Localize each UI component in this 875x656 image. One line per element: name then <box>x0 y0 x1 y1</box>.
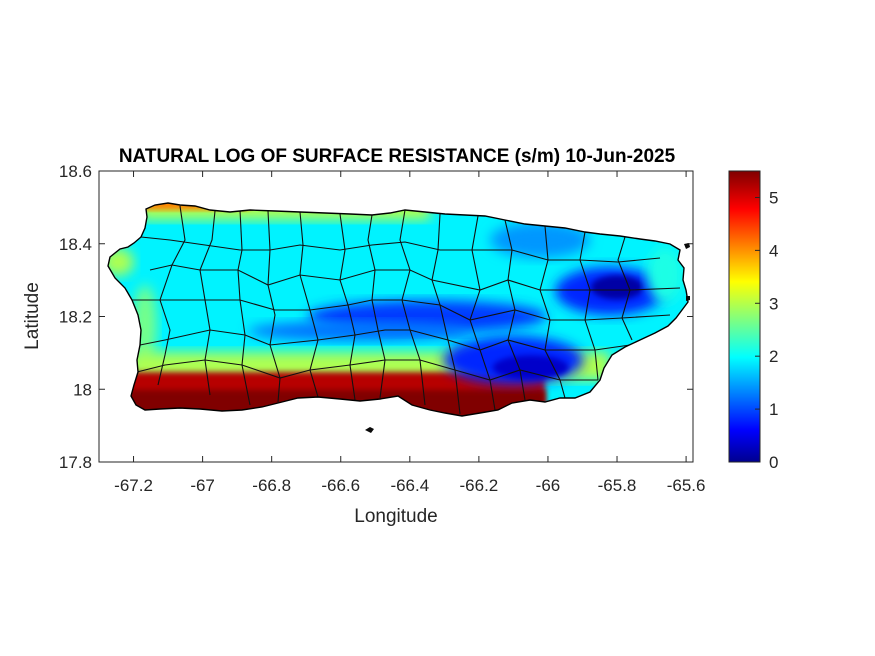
y-tick-label: 18.2 <box>59 308 92 327</box>
municipality-boundary <box>139 329 631 351</box>
chart-title: NATURAL LOG OF SURFACE RESISTANCE (s/m) … <box>119 146 676 167</box>
x-tick-label: -66.8 <box>252 476 291 495</box>
municipality-boundary <box>579 231 599 381</box>
y-tick-label: 17.8 <box>59 453 92 472</box>
x-axis: -67.2 -67 -66.8 -66.6 -66.4 -66.2 -66 -65.8 -65.… <box>114 171 705 495</box>
colorbar-ticks: 0 1 2 3 4 5 <box>755 188 778 472</box>
x-tick-label: -66 <box>536 476 561 495</box>
x-tick-label: -66.6 <box>321 476 360 495</box>
x-tick-label: -65.8 <box>598 476 637 495</box>
y-axis-label: Latitude <box>22 282 43 350</box>
x-tick-label: -65.6 <box>667 476 706 495</box>
vieques-islets <box>365 243 690 433</box>
colorbar-tick-label: 2 <box>769 347 778 366</box>
colorbar: 0 1 2 3 4 5 <box>728 170 778 472</box>
x-tick-label: -66.4 <box>390 476 429 495</box>
x-tick-label: -67 <box>190 476 215 495</box>
municipality-boundary <box>140 236 661 263</box>
field-central-low-west <box>248 321 469 342</box>
colorbar-tick-label: 5 <box>769 188 778 207</box>
east-islet-2 <box>686 296 690 301</box>
colorbar-tick-label: 3 <box>769 294 778 313</box>
colorbar-tick-label: 0 <box>769 453 778 472</box>
field-ne-low-core <box>591 275 644 300</box>
colorbar-gradient <box>728 170 761 463</box>
plot-area <box>98 170 694 463</box>
y-tick-label: 18 <box>73 380 92 399</box>
field-east-low-core <box>492 355 569 380</box>
y-axis: 17.8 18 18.2 18.4 18.6 <box>59 162 693 472</box>
x-tick-label: -67.2 <box>114 476 153 495</box>
municipality-boundary <box>136 359 598 381</box>
east-islet <box>684 243 690 249</box>
municipality-boundaries <box>132 205 681 415</box>
y-tick-label: 18.4 <box>59 235 92 254</box>
desecheo-islet <box>365 427 374 433</box>
municipality-boundary <box>149 264 681 291</box>
municipality-boundary <box>132 299 671 321</box>
colorbar-tick-label: 1 <box>769 400 778 419</box>
x-axis-label: Longitude <box>354 506 437 527</box>
colorbar-tick-label: 4 <box>769 241 778 260</box>
y-tick-label: 18.6 <box>59 162 92 181</box>
island-coastline <box>107 202 689 417</box>
field-north-east-band <box>490 222 590 258</box>
x-tick-label: -66.2 <box>460 476 499 495</box>
field-east-coast <box>647 247 683 303</box>
